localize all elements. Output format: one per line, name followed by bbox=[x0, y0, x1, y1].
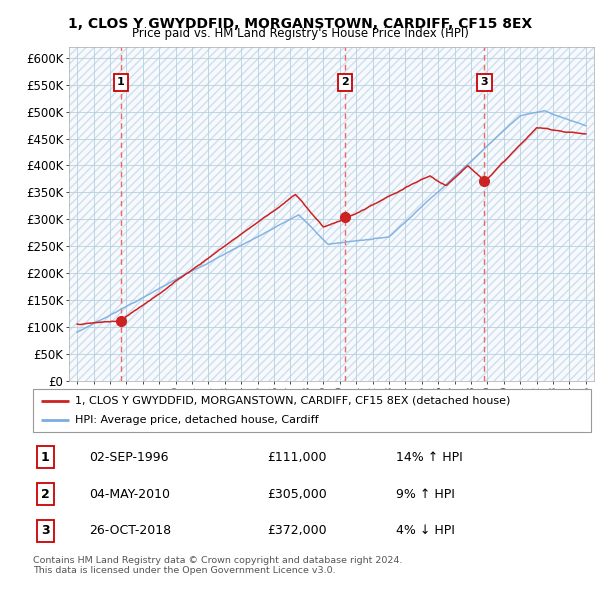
Text: 2: 2 bbox=[341, 77, 349, 87]
Bar bbox=[61, 47, 77, 381]
Text: 02-SEP-1996: 02-SEP-1996 bbox=[89, 451, 168, 464]
Text: 3: 3 bbox=[41, 525, 50, 537]
Bar bbox=[340, 47, 356, 381]
Text: 3: 3 bbox=[481, 77, 488, 87]
Bar bbox=[127, 47, 143, 381]
Text: 1, CLOS Y GWYDDFID, MORGANSTOWN, CARDIFF, CF15 8EX (detached house): 1, CLOS Y GWYDDFID, MORGANSTOWN, CARDIFF… bbox=[75, 396, 510, 406]
Text: 1, CLOS Y GWYDDFID, MORGANSTOWN, CARDIFF, CF15 8EX: 1, CLOS Y GWYDDFID, MORGANSTOWN, CARDIFF… bbox=[68, 17, 532, 31]
Text: Contains HM Land Registry data © Crown copyright and database right 2024.
This d: Contains HM Land Registry data © Crown c… bbox=[33, 556, 403, 575]
Bar bbox=[208, 47, 225, 381]
Bar bbox=[373, 47, 389, 381]
Bar bbox=[290, 47, 307, 381]
Text: 14% ↑ HPI: 14% ↑ HPI bbox=[396, 451, 463, 464]
Bar bbox=[274, 47, 290, 381]
Text: Price paid vs. HM Land Registry's House Price Index (HPI): Price paid vs. HM Land Registry's House … bbox=[131, 27, 469, 40]
Bar bbox=[77, 47, 94, 381]
Text: 04-MAY-2010: 04-MAY-2010 bbox=[89, 487, 170, 501]
Bar bbox=[323, 47, 340, 381]
Bar bbox=[94, 47, 110, 381]
Polygon shape bbox=[69, 47, 594, 381]
Text: £372,000: £372,000 bbox=[268, 525, 327, 537]
Bar bbox=[586, 47, 600, 381]
Bar bbox=[110, 47, 127, 381]
Text: 9% ↑ HPI: 9% ↑ HPI bbox=[396, 487, 455, 501]
FancyBboxPatch shape bbox=[33, 389, 591, 432]
Bar bbox=[455, 47, 471, 381]
Text: 4% ↓ HPI: 4% ↓ HPI bbox=[396, 525, 455, 537]
Bar bbox=[176, 47, 192, 381]
Bar bbox=[520, 47, 536, 381]
Bar bbox=[356, 47, 373, 381]
Text: 1: 1 bbox=[117, 77, 125, 87]
Text: £305,000: £305,000 bbox=[268, 487, 327, 501]
Bar bbox=[389, 47, 406, 381]
Text: 2: 2 bbox=[41, 487, 50, 501]
Text: £111,000: £111,000 bbox=[268, 451, 327, 464]
Bar bbox=[307, 47, 323, 381]
Bar bbox=[553, 47, 569, 381]
Bar bbox=[569, 47, 586, 381]
Bar bbox=[159, 47, 176, 381]
Text: 26-OCT-2018: 26-OCT-2018 bbox=[89, 525, 171, 537]
Bar bbox=[487, 47, 504, 381]
Bar bbox=[471, 47, 487, 381]
Bar bbox=[192, 47, 208, 381]
Bar bbox=[504, 47, 520, 381]
Bar bbox=[225, 47, 241, 381]
Bar bbox=[241, 47, 257, 381]
Polygon shape bbox=[69, 47, 594, 381]
Text: 1: 1 bbox=[41, 451, 50, 464]
Bar bbox=[257, 47, 274, 381]
Text: HPI: Average price, detached house, Cardiff: HPI: Average price, detached house, Card… bbox=[75, 415, 319, 425]
Bar bbox=[438, 47, 455, 381]
Bar bbox=[536, 47, 553, 381]
Bar bbox=[422, 47, 438, 381]
Bar bbox=[143, 47, 159, 381]
Bar bbox=[406, 47, 422, 381]
